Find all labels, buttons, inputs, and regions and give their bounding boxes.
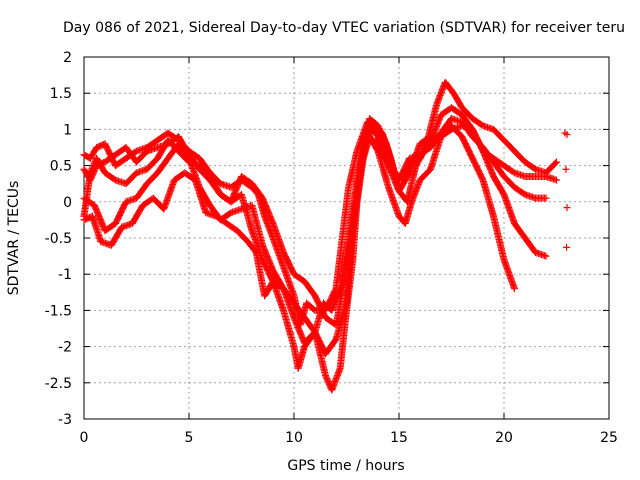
x-axis-label: GPS time / hours (287, 458, 404, 474)
data-point-track-5 (542, 194, 550, 202)
data-point-track-4 (551, 159, 559, 167)
x-tick-label: 10 (285, 430, 303, 446)
y-tick-label: -2.5 (45, 376, 72, 392)
axis-ticks (83, 56, 610, 420)
y-axis-label: SDTVAR / TECUs (6, 181, 22, 296)
y-tick-label: 0 (63, 195, 72, 211)
y-tick-label: 2 (63, 50, 72, 66)
x-tick-label: 5 (185, 430, 194, 446)
data-point-track-4 (553, 158, 560, 166)
data-marks (80, 78, 571, 394)
data-point-isolated (563, 204, 571, 212)
x-tick-label: 20 (495, 430, 513, 446)
data-point-track-1 (553, 176, 560, 184)
y-tick-label: -2 (58, 340, 72, 356)
y-tick-label: -3 (58, 412, 72, 428)
x-tick-label: 15 (390, 430, 408, 446)
y-tick-label: -1 (58, 267, 72, 283)
data-point-isolated (563, 130, 571, 138)
data-point-isolated (563, 243, 571, 251)
y-tick-label: 0.5 (50, 159, 72, 175)
x-tick-label: 25 (600, 430, 618, 446)
y-tick-labels: -3 -2.5 -2 -1.5 -1 -0.5 0 0.5 1 1.5 2 (45, 50, 72, 428)
data-point-isolated (562, 165, 570, 173)
x-tick-labels: 0 5 10 15 20 25 (80, 430, 618, 446)
y-tick-label: -0.5 (45, 231, 72, 247)
data-point-track-2 (511, 285, 518, 293)
y-tick-label: 1.5 (50, 86, 72, 102)
y-tick-label: 1 (63, 122, 72, 138)
chart-title: Day 086 of 2021, Sidereal Day-to-day VTE… (63, 20, 625, 36)
data-point-track-3 (542, 252, 550, 260)
x-tick-label: 0 (80, 430, 89, 446)
y-tick-label: -1.5 (45, 303, 72, 319)
